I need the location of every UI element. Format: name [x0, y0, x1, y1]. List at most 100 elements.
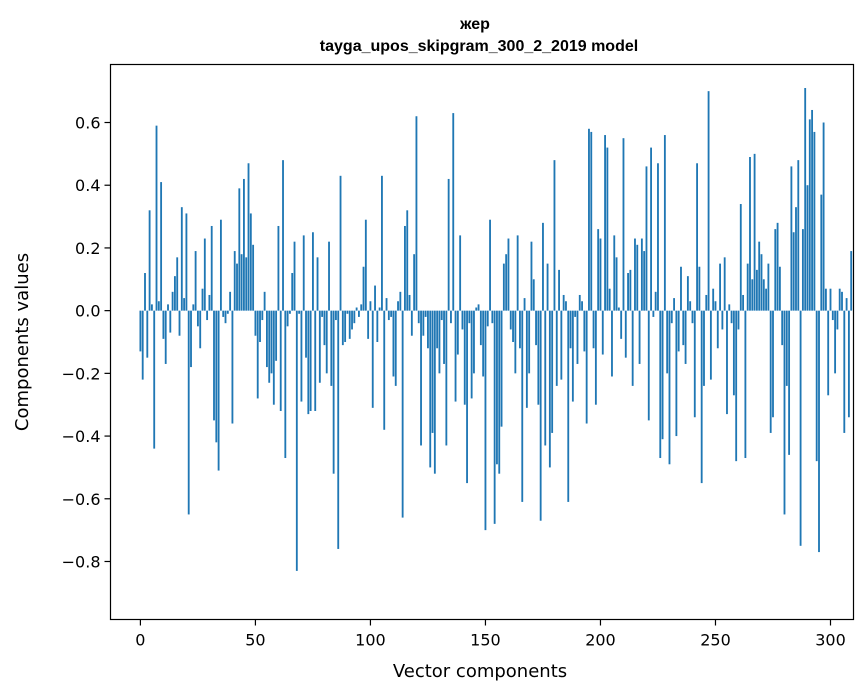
- bar: [219, 219, 222, 311]
- bar: [808, 119, 811, 311]
- bar: [647, 310, 650, 421]
- bar: [592, 310, 595, 349]
- bar: [565, 301, 567, 311]
- bar: [502, 263, 505, 311]
- bar: [187, 310, 190, 515]
- bar: [330, 310, 333, 386]
- bar: [362, 266, 365, 311]
- bar: [795, 207, 797, 311]
- bar: [392, 310, 395, 377]
- bar: [302, 235, 305, 311]
- bar: [252, 244, 255, 311]
- bar: [226, 310, 229, 314]
- bar: [461, 310, 464, 330]
- bar: [594, 310, 597, 405]
- bar: [532, 279, 535, 311]
- bar: [539, 310, 542, 521]
- bar: [753, 153, 756, 311]
- bar: [210, 225, 213, 311]
- bar: [378, 307, 381, 311]
- bar: [180, 207, 183, 311]
- bar: [841, 291, 843, 311]
- bar: [640, 238, 643, 311]
- bar: [261, 310, 264, 321]
- bar: [217, 310, 220, 471]
- bar: [514, 310, 517, 374]
- bar: [767, 263, 770, 311]
- bar: [489, 219, 491, 311]
- bar: [615, 257, 618, 311]
- bar: [238, 188, 241, 311]
- chart-title: жер: [459, 16, 490, 33]
- bar: [422, 310, 425, 336]
- bar: [236, 263, 238, 311]
- bar: [415, 116, 418, 311]
- bar: [272, 310, 275, 405]
- bar: [751, 279, 754, 311]
- bar: [270, 310, 273, 374]
- bar: [505, 254, 508, 311]
- bar: [629, 269, 632, 311]
- bar: [169, 310, 172, 333]
- bar: [604, 135, 606, 311]
- bar: [215, 310, 218, 443]
- x-tick-label: 300: [815, 631, 846, 650]
- bar: [433, 310, 436, 474]
- bar: [714, 301, 717, 311]
- bar: [670, 310, 673, 324]
- bar: [638, 310, 641, 364]
- bar: [668, 310, 671, 465]
- bar: [590, 131, 593, 311]
- bar: [493, 310, 496, 524]
- bar: [321, 310, 324, 317]
- bar: [546, 263, 549, 311]
- bar: [705, 294, 708, 311]
- bar: [348, 310, 351, 339]
- bar: [438, 310, 441, 374]
- bar: [141, 310, 144, 380]
- bar: [516, 235, 519, 311]
- bar: [818, 310, 820, 553]
- bar: [569, 310, 572, 349]
- bar: [401, 310, 404, 518]
- bar: [240, 254, 243, 311]
- bar: [772, 310, 774, 418]
- bar: [171, 291, 174, 311]
- bar: [657, 163, 659, 311]
- bar: [650, 147, 652, 311]
- bar: [820, 194, 823, 311]
- bar: [811, 109, 814, 311]
- bar: [744, 310, 747, 459]
- bar: [836, 310, 839, 330]
- bar: [542, 222, 544, 311]
- bar: [139, 310, 142, 352]
- bar: [468, 310, 471, 324]
- bar: [512, 310, 514, 342]
- bar: [424, 310, 427, 317]
- bar: [312, 232, 314, 311]
- bar: [454, 310, 457, 402]
- bar: [164, 310, 167, 364]
- bar: [318, 310, 321, 383]
- bar: [742, 294, 745, 311]
- bar: [150, 304, 153, 311]
- bar: [813, 131, 816, 311]
- bar: [792, 232, 795, 311]
- bar: [634, 238, 636, 311]
- bar: [654, 291, 657, 311]
- y-tick-label: 0.6: [75, 114, 100, 133]
- bar: [245, 257, 248, 311]
- bar: [194, 251, 197, 311]
- bar: [737, 310, 740, 330]
- bar: [286, 310, 289, 327]
- bar: [680, 266, 682, 311]
- bar: [790, 166, 793, 311]
- bar: [663, 135, 666, 311]
- bar: [588, 128, 590, 311]
- bar: [827, 310, 830, 396]
- bar: [183, 298, 186, 311]
- bar: [507, 238, 510, 311]
- bar: [769, 310, 772, 433]
- bar: [624, 310, 627, 358]
